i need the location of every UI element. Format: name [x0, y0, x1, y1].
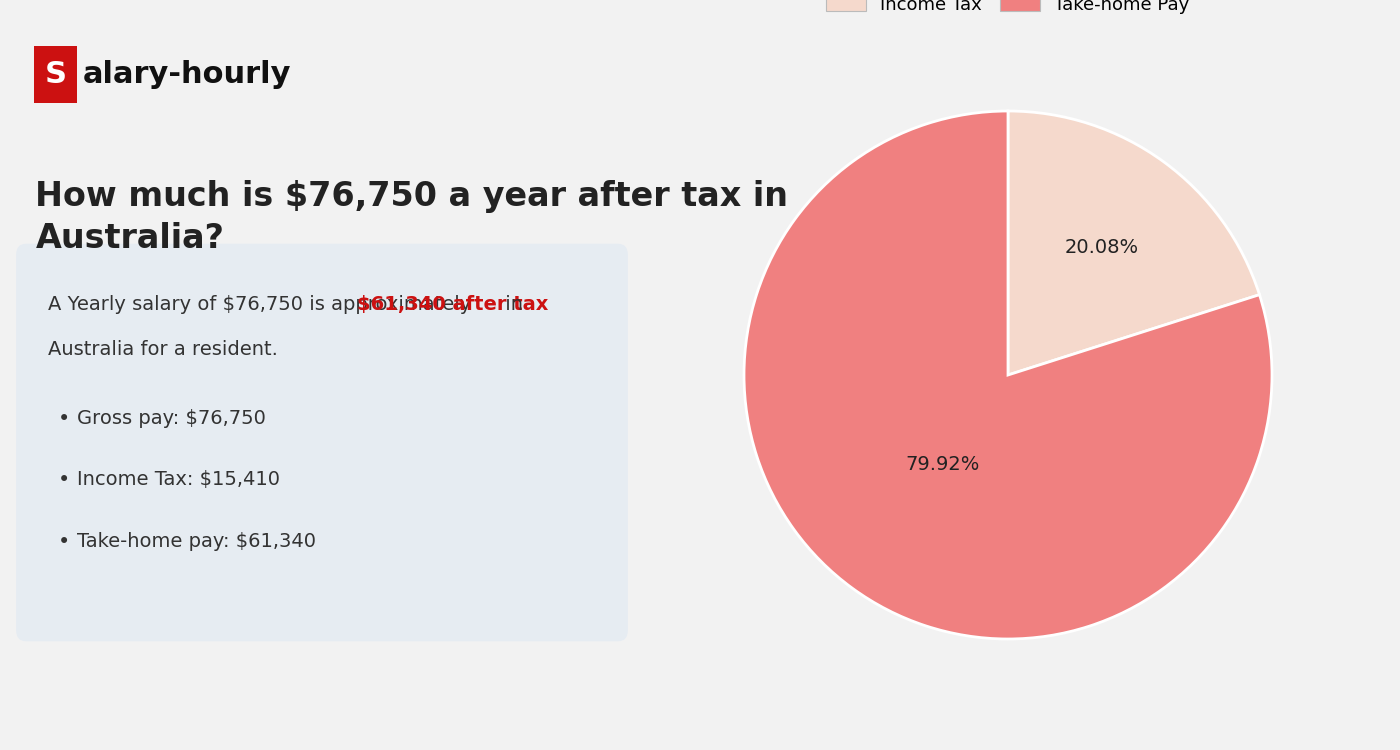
Text: alary-hourly: alary-hourly [83, 60, 291, 88]
Text: Income Tax: $15,410: Income Tax: $15,410 [77, 470, 280, 489]
Text: Australia for a resident.: Australia for a resident. [48, 340, 279, 358]
Text: 79.92%: 79.92% [906, 455, 980, 474]
Text: Take-home pay: $61,340: Take-home pay: $61,340 [77, 532, 316, 550]
Text: $61,340 after tax: $61,340 after tax [357, 295, 549, 314]
Wedge shape [1008, 111, 1260, 375]
Text: Gross pay: $76,750: Gross pay: $76,750 [77, 409, 266, 428]
Text: 20.08%: 20.08% [1064, 238, 1138, 256]
Text: S: S [45, 60, 66, 88]
Wedge shape [743, 111, 1273, 639]
Text: •: • [59, 409, 70, 429]
Text: •: • [59, 532, 70, 552]
Text: in: in [500, 295, 524, 314]
Text: •: • [59, 470, 70, 490]
Text: A Yearly salary of $76,750 is approximately: A Yearly salary of $76,750 is approximat… [48, 295, 477, 314]
Text: How much is $76,750 a year after tax in
Australia?: How much is $76,750 a year after tax in … [35, 180, 788, 255]
FancyBboxPatch shape [34, 46, 77, 103]
Legend: Income Tax, Take-home Pay: Income Tax, Take-home Pay [819, 0, 1197, 21]
FancyBboxPatch shape [17, 244, 629, 641]
